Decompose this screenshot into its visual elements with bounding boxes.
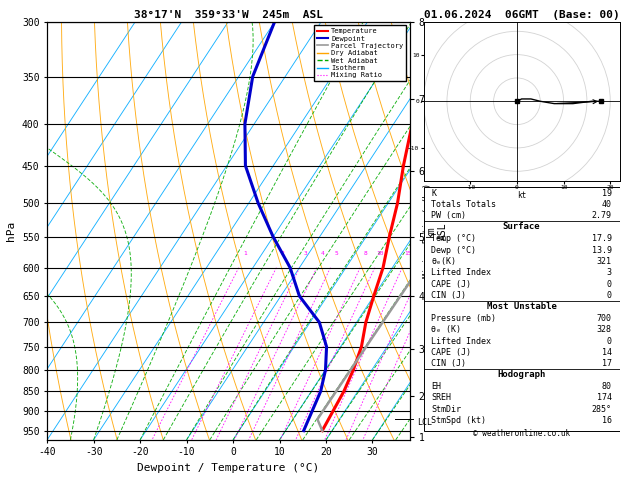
Text: θₑ (K): θₑ (K)	[431, 325, 462, 334]
Text: 3: 3	[304, 251, 308, 256]
Text: 328: 328	[597, 325, 612, 334]
Y-axis label: hPa: hPa	[6, 221, 16, 241]
Text: 1: 1	[243, 251, 247, 256]
Text: 700: 700	[597, 314, 612, 323]
Text: 19: 19	[602, 189, 612, 198]
Text: 174: 174	[597, 394, 612, 402]
Text: 0: 0	[607, 337, 612, 346]
Text: 8: 8	[364, 251, 368, 256]
Text: 13.9: 13.9	[592, 245, 612, 255]
Text: Lifted Index: Lifted Index	[431, 268, 491, 278]
Legend: Temperature, Dewpoint, Parcel Trajectory, Dry Adiabat, Wet Adiabat, Isotherm, Mi: Temperature, Dewpoint, Parcel Trajectory…	[314, 25, 406, 81]
Text: 2: 2	[281, 251, 284, 256]
Text: SREH: SREH	[431, 394, 452, 402]
Text: 80: 80	[602, 382, 612, 391]
Text: 17: 17	[602, 359, 612, 368]
Text: CAPE (J): CAPE (J)	[431, 280, 472, 289]
Title: 38°17'N  359°33'W  245m  ASL: 38°17'N 359°33'W 245m ASL	[134, 10, 323, 20]
Text: 16: 16	[602, 416, 612, 425]
Text: θₑ(K): θₑ(K)	[431, 257, 457, 266]
Text: 285°: 285°	[592, 405, 612, 414]
Text: 0: 0	[607, 280, 612, 289]
Text: Mixing Ratio (g/kg): Mixing Ratio (g/kg)	[423, 183, 432, 278]
Text: CIN (J): CIN (J)	[431, 359, 467, 368]
Text: 5: 5	[334, 251, 338, 256]
Text: Temp (°C): Temp (°C)	[431, 234, 476, 243]
Text: Surface: Surface	[503, 222, 540, 231]
X-axis label: Dewpoint / Temperature (°C): Dewpoint / Temperature (°C)	[137, 463, 320, 473]
Text: Most Unstable: Most Unstable	[487, 302, 557, 311]
Text: 10: 10	[377, 251, 384, 256]
Text: 40: 40	[602, 200, 612, 209]
Text: 3: 3	[607, 268, 612, 278]
Text: K: K	[431, 189, 437, 198]
Title: 01.06.2024  06GMT  (Base: 00): 01.06.2024 06GMT (Base: 00)	[424, 10, 620, 20]
Text: © weatheronline.co.uk: © weatheronline.co.uk	[473, 429, 570, 438]
Text: 0: 0	[607, 291, 612, 300]
Text: StmSpd (kt): StmSpd (kt)	[431, 416, 486, 425]
Text: EH: EH	[431, 382, 442, 391]
Text: 2.79: 2.79	[592, 211, 612, 221]
Text: Dewp (°C): Dewp (°C)	[431, 245, 476, 255]
Text: CIN (J): CIN (J)	[431, 291, 467, 300]
Text: 4: 4	[321, 251, 325, 256]
Text: StmDir: StmDir	[431, 405, 462, 414]
Text: 17.9: 17.9	[592, 234, 612, 243]
Text: CAPE (J): CAPE (J)	[431, 348, 472, 357]
Text: Hodograph: Hodograph	[498, 370, 546, 379]
Text: Lifted Index: Lifted Index	[431, 337, 491, 346]
Text: PW (cm): PW (cm)	[431, 211, 467, 221]
Text: 321: 321	[597, 257, 612, 266]
Text: LCL: LCL	[417, 418, 432, 427]
Text: 14: 14	[602, 348, 612, 357]
Bar	[423, 187, 620, 432]
Y-axis label: km
ASL: km ASL	[426, 222, 448, 240]
Text: 15: 15	[404, 251, 411, 256]
Text: Totals Totals: Totals Totals	[431, 200, 496, 209]
Text: Pressure (mb): Pressure (mb)	[431, 314, 496, 323]
